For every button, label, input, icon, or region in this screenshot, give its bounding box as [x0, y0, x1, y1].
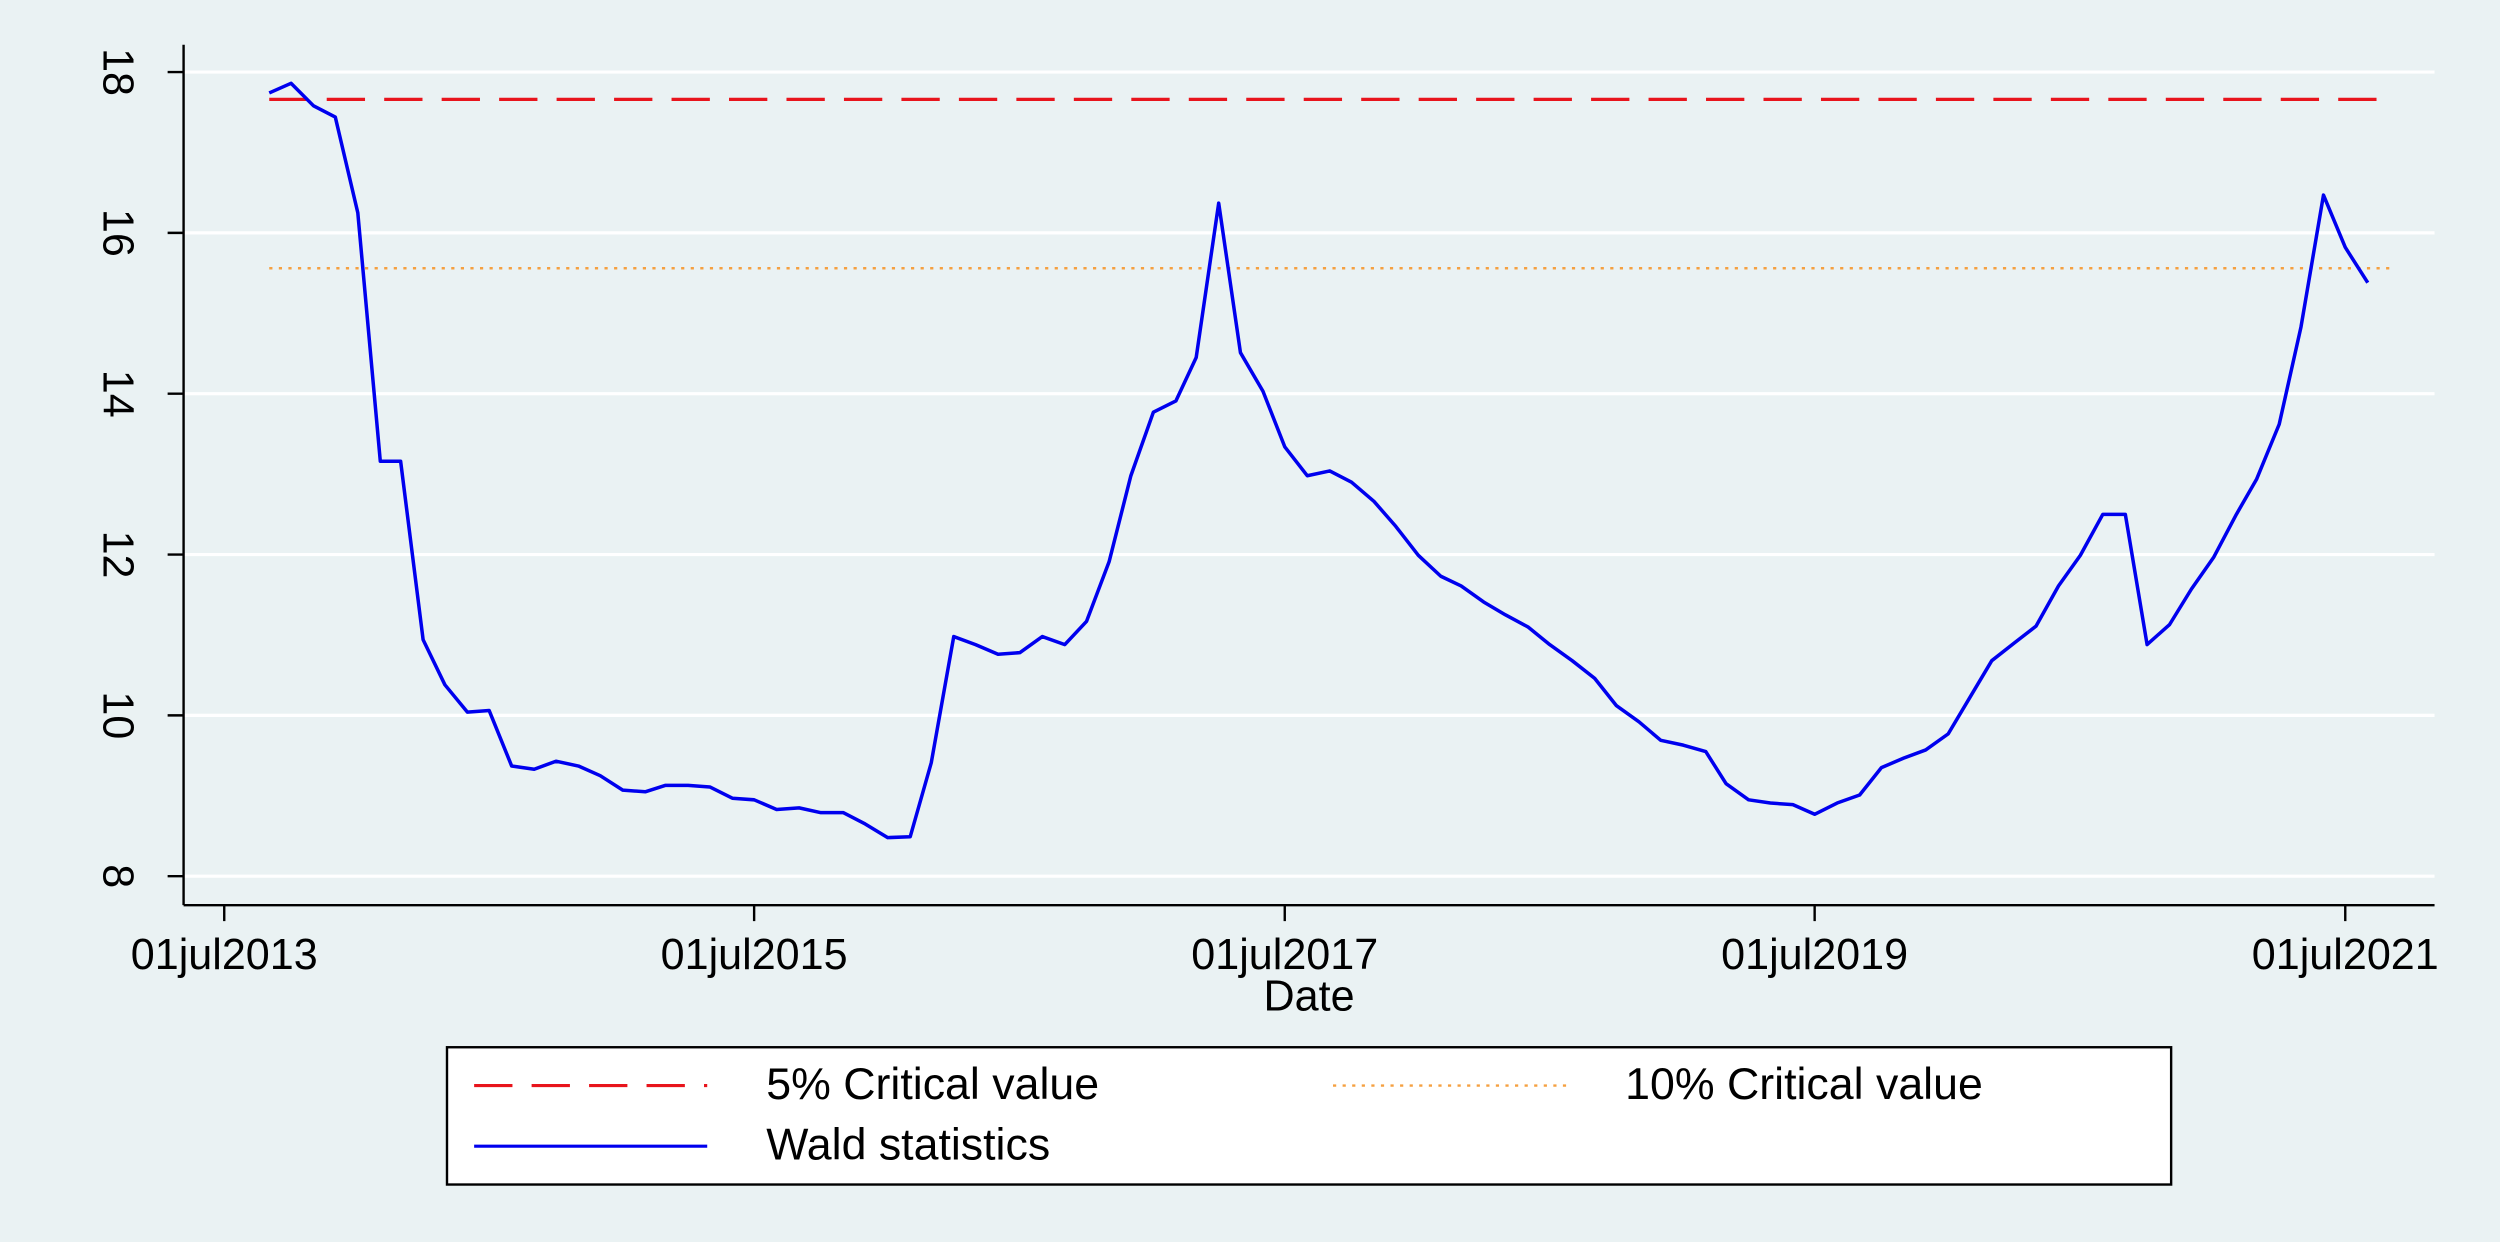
- legend-label: 5% Critical value: [766, 1060, 1099, 1109]
- y-tick-label: 12: [94, 531, 142, 579]
- x-tick-label: 01jul2013: [131, 931, 318, 979]
- x-tick-label: 01jul2019: [1721, 931, 1908, 979]
- y-tick-label: 18: [94, 48, 142, 96]
- y-tick-label: 10: [94, 691, 142, 739]
- legend-label: Wald statistics: [766, 1121, 1050, 1170]
- x-tick-label: 01jul2017: [1191, 931, 1378, 979]
- legend-label: 10% Critical value: [1625, 1060, 1983, 1109]
- y-tick-label: 14: [94, 370, 142, 418]
- x-axis-label: Date: [1264, 973, 1355, 1021]
- y-tick-label: 8: [94, 864, 142, 888]
- x-tick-label: 01jul2015: [661, 931, 848, 979]
- data-line: [268, 81, 2370, 840]
- y-tick-label: 16: [94, 209, 142, 257]
- x-tick-label: 01jul2021: [2252, 931, 2439, 979]
- legend: [445, 1046, 2173, 1186]
